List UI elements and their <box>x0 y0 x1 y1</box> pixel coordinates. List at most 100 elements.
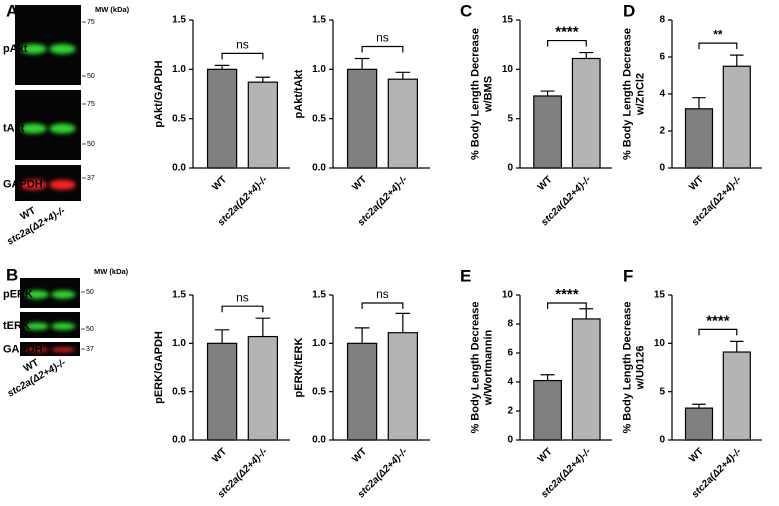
y-tick-label: 10 <box>502 290 514 301</box>
y-tick-label: 0 <box>659 435 665 446</box>
significance-label: ns <box>376 287 389 301</box>
blot-row-label: pERK <box>3 288 33 300</box>
y-tick-label: 0 <box>507 435 513 446</box>
y-axis-label: pERK/GAPDH <box>153 331 165 404</box>
significance-label: ns <box>236 38 249 52</box>
y-axis-label: % Body Length Decrease <box>469 28 481 160</box>
significance-label: ns <box>236 290 249 304</box>
blot-band <box>24 290 49 299</box>
blot-band <box>51 290 76 299</box>
y-tick-label: 0.0 <box>312 435 326 446</box>
blot-band <box>20 123 47 134</box>
bar <box>722 351 751 441</box>
blot-row-label: GAPDH <box>3 179 43 191</box>
bar <box>533 379 562 441</box>
y-tick-label: 0.5 <box>312 386 326 397</box>
y-tick-label: 1.5 <box>172 15 186 26</box>
blot-band <box>20 44 47 54</box>
significance-label: **** <box>555 24 579 41</box>
bar <box>387 78 418 169</box>
blot-image <box>20 342 80 356</box>
blot-band <box>49 179 76 190</box>
y-tick-label: 0 <box>507 163 513 174</box>
bar <box>571 318 601 441</box>
error-bar <box>730 340 744 353</box>
significance-bracket <box>361 302 404 309</box>
y-tick-label: 1.0 <box>312 338 326 349</box>
y-axis-label: pERK/tERK <box>293 338 305 398</box>
significance-label: **** <box>555 286 579 303</box>
y-tick-label: 5 <box>507 113 513 124</box>
error-bar <box>730 54 744 67</box>
panel-label: B <box>6 265 18 284</box>
significance-bracket <box>221 305 264 313</box>
x-tick-label: WT <box>350 446 369 465</box>
x-tick-label: WT <box>687 446 706 465</box>
y-tick-label: 2 <box>507 406 513 417</box>
panel-label: F <box>623 266 633 285</box>
blot-band <box>49 123 76 134</box>
mw-marker: 37 <box>86 346 94 353</box>
y-tick-label: 10 <box>502 64 514 75</box>
y-tick-label: 0.5 <box>312 113 326 124</box>
y-axis-label: % Body Length Decrease <box>469 301 481 433</box>
error-bar <box>255 317 271 337</box>
mw-marker: 50 <box>86 326 94 333</box>
y-axis-label: w/ZnCl2 <box>634 73 646 116</box>
y-tick-label: 0 <box>659 163 665 174</box>
error-bar <box>692 97 706 109</box>
blot-row-label: pAkt <box>3 43 28 55</box>
y-tick-label: 5 <box>659 386 665 397</box>
y-tick-label: 0.5 <box>172 386 186 397</box>
mw-marker: 50 <box>86 289 94 296</box>
significance-bracket <box>698 328 738 336</box>
y-tick-label: 2 <box>659 126 665 137</box>
y-tick-label: 10 <box>654 338 666 349</box>
significance-bracket <box>698 42 738 50</box>
significance-bracket <box>361 45 404 53</box>
y-tick-label: 1.0 <box>172 338 186 349</box>
bar <box>206 342 238 441</box>
x-tick-label: WT <box>210 446 229 465</box>
blot-band <box>24 347 49 352</box>
y-axis-label: % Body Length Decrease <box>621 28 633 160</box>
blot-band <box>51 322 76 330</box>
y-tick-label: 1.5 <box>172 290 186 301</box>
bar <box>684 407 714 441</box>
bar <box>247 81 278 169</box>
significance-label: **** <box>706 312 730 329</box>
significance-label: ** <box>713 27 723 41</box>
bar <box>247 335 278 441</box>
mw-label: MW (kDa) <box>95 5 130 14</box>
error-bar <box>214 64 230 70</box>
y-tick-label: 1.5 <box>312 290 326 301</box>
error-bar <box>579 51 594 59</box>
blot-band <box>20 179 47 190</box>
panel-label: D <box>623 1 635 20</box>
significance-label: ns <box>376 31 389 45</box>
mw-marker: 37 <box>87 175 95 182</box>
y-tick-label: 8 <box>659 15 665 26</box>
y-tick-label: 8 <box>507 319 513 330</box>
y-tick-label: 6 <box>507 348 513 359</box>
bar <box>722 65 751 169</box>
lane-label: stc2a(Δ2+4)-/- <box>5 205 68 248</box>
mw-marker: 75 <box>87 19 95 26</box>
y-tick-label: 4 <box>507 377 513 388</box>
error-bar <box>540 374 555 381</box>
bar <box>387 332 418 441</box>
error-bar <box>255 76 271 83</box>
y-tick-label: 1.0 <box>312 64 326 75</box>
error-bar <box>579 308 594 319</box>
blot-row-label: GAPDH <box>3 344 43 356</box>
y-axis-label: pAkt/tAkt <box>293 69 305 118</box>
y-tick-label: 0.0 <box>312 163 326 174</box>
y-tick-label: 0.0 <box>172 163 186 174</box>
y-axis-label: w/BMS <box>482 76 494 113</box>
error-bar <box>354 57 370 70</box>
error-bar <box>214 329 230 344</box>
y-tick-label: 15 <box>654 290 666 301</box>
bar <box>533 95 562 169</box>
x-tick-label: WT <box>536 174 555 193</box>
